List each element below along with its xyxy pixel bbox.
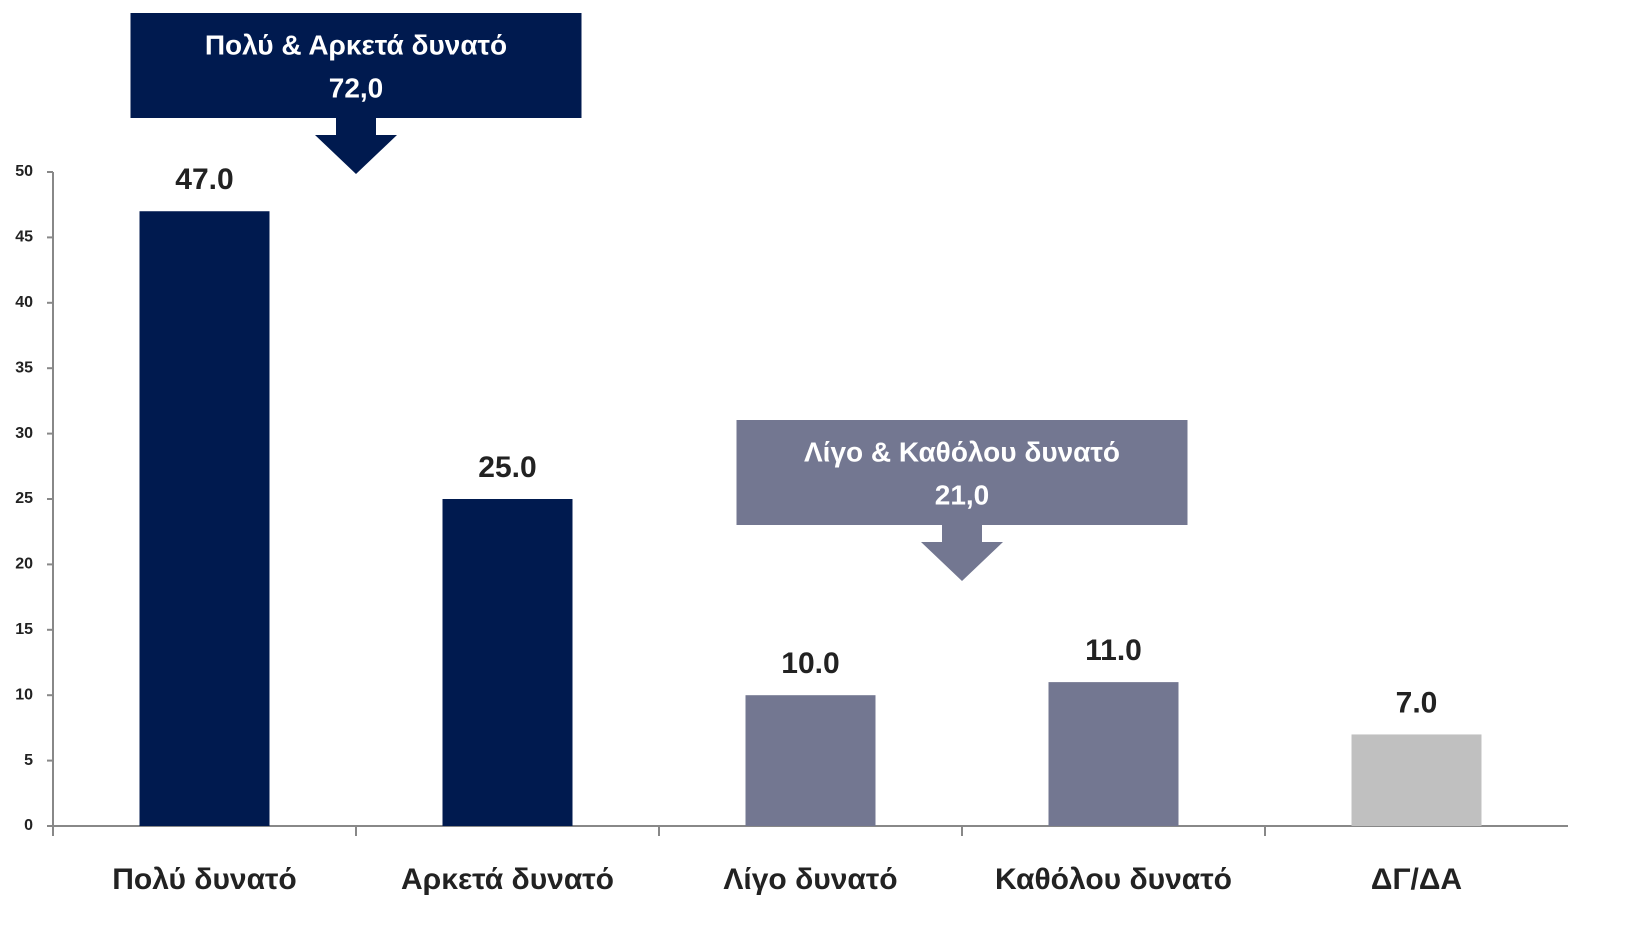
- y-tick-label: 25: [15, 490, 33, 507]
- y-tick-label: 50: [15, 163, 33, 180]
- y-tick-label: 35: [15, 359, 33, 376]
- y-tick-label: 10: [15, 686, 33, 703]
- annotation-value: 21,0: [935, 479, 990, 510]
- annotation-box: [130, 13, 582, 118]
- annotation-text: Πολύ & Αρκετά δυνατό: [205, 29, 507, 60]
- value-label: 11.0: [1085, 634, 1142, 667]
- x-tick-label: Αρκετά δυνατό: [401, 863, 614, 896]
- annotation-arrow: [921, 525, 1003, 581]
- x-tick-label: Καθόλου δυνατό: [995, 863, 1232, 896]
- x-tick-label: Λίγο δυνατό: [723, 863, 897, 896]
- bar: [1048, 682, 1179, 826]
- value-label: 10.0: [781, 647, 839, 680]
- annotation-text: Λίγο & Καθόλου δυνατό: [804, 436, 1120, 467]
- value-label: 25.0: [478, 451, 536, 484]
- x-tick-label: Πολύ δυνατό: [112, 863, 297, 896]
- y-tick-label: 15: [15, 621, 33, 638]
- annotation-box: [736, 420, 1188, 525]
- x-tick-label: ΔΓ/ΔΑ: [1371, 863, 1462, 896]
- annotation-value: 72,0: [329, 72, 384, 103]
- bar: [1351, 734, 1482, 826]
- bar: [139, 211, 270, 827]
- y-tick-label: 30: [15, 425, 33, 442]
- value-label: 47.0: [175, 163, 233, 196]
- bar: [442, 499, 573, 826]
- y-tick-label: 5: [24, 752, 33, 769]
- y-tick-label: 0: [24, 817, 33, 834]
- y-tick-label: 20: [15, 556, 33, 573]
- y-tick-label: 40: [15, 294, 33, 311]
- annotation-arrow: [315, 118, 397, 174]
- value-label: 7.0: [1396, 686, 1438, 719]
- bar: [745, 695, 876, 826]
- y-tick-label: 45: [15, 229, 33, 246]
